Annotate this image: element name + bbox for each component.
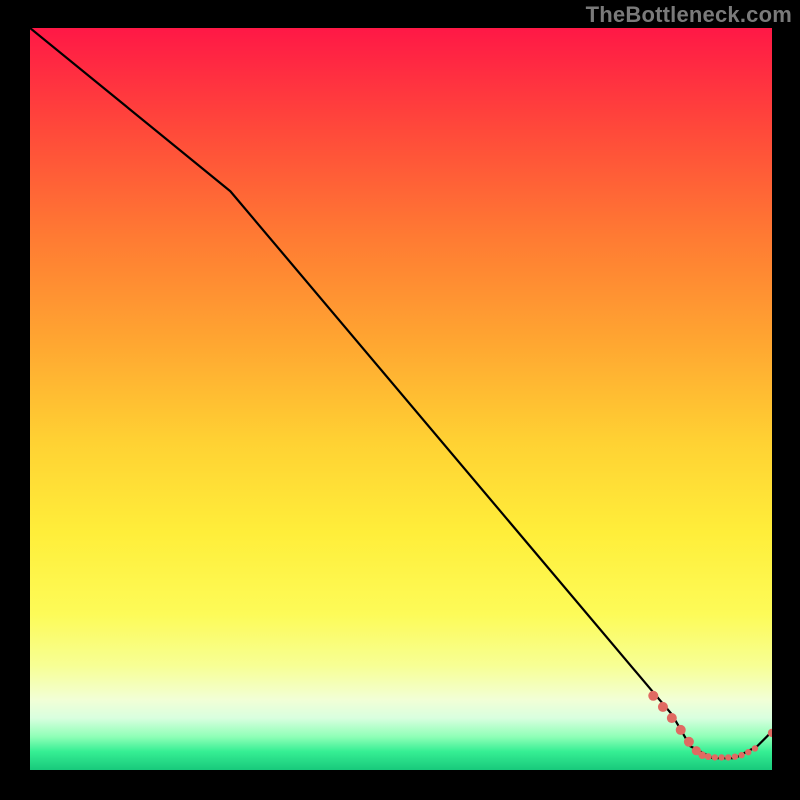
marker-point — [648, 691, 658, 701]
marker-point — [768, 729, 776, 737]
marker-point — [698, 751, 706, 759]
marker-point — [705, 753, 712, 760]
marker-point — [752, 745, 758, 751]
marker-point — [676, 725, 686, 735]
chart-background — [30, 28, 772, 770]
watermark-text: TheBottleneck.com — [586, 2, 792, 28]
chart-svg — [0, 0, 800, 800]
marker-point — [684, 737, 694, 747]
marker-point — [718, 754, 724, 760]
marker-point — [745, 749, 751, 755]
marker-point — [667, 713, 677, 723]
chart-canvas: TheBottleneck.com — [0, 0, 800, 800]
marker-point — [725, 754, 731, 760]
marker-point — [712, 754, 718, 760]
marker-point — [732, 753, 738, 759]
marker-point — [658, 702, 668, 712]
marker-point — [738, 752, 744, 758]
